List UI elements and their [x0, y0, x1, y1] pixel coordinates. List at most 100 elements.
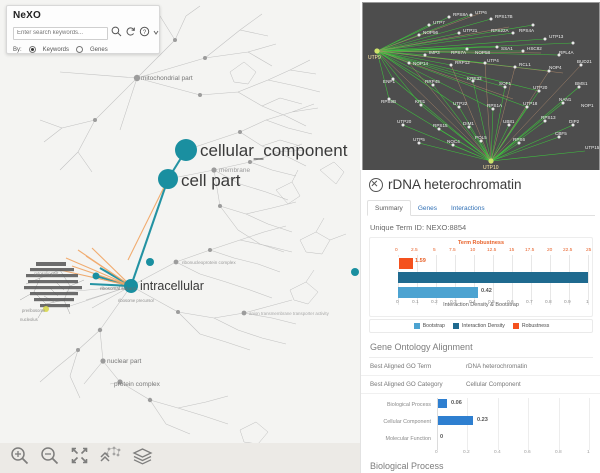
node-label-preribosome: preribosome: [22, 308, 46, 313]
chart1-bottom-axis-title: Interaction Density & Bootstrap: [443, 302, 519, 308]
gene-label: POL5: [475, 135, 487, 140]
search-icon[interactable]: [111, 24, 122, 42]
node-cell-part[interactable]: [158, 169, 178, 189]
table-row: Best Aligned GO Category Cellular Compon…: [361, 376, 600, 394]
collapse-network-icon[interactable]: [100, 446, 121, 470]
gene-label: NOP14: [413, 61, 429, 66]
chart1-top-tick: 17.5: [525, 248, 535, 253]
chart1-top-tick: 0: [395, 248, 398, 253]
row-value: rDNA heterochromatin: [466, 363, 528, 370]
gene-label: NOC4: [447, 139, 460, 144]
radio-keywords-label: Keywords: [42, 46, 70, 53]
gene-label: RPS4A: [519, 28, 535, 33]
gene-label: ENP1: [383, 79, 395, 84]
gene-label: DIM1: [463, 121, 474, 126]
term-robustness-chart: Term Robustness 0 2.5 5 7.5 10 12.5 15 1…: [369, 237, 593, 317]
node-intracellular[interactable]: [124, 279, 138, 293]
gene-hub-utp9[interactable]: [374, 48, 380, 54]
legend-label-robustness: Robustness: [521, 323, 550, 329]
gene-label: UTP22: [453, 101, 468, 106]
legend-item-interaction-density[interactable]: Interaction Density: [451, 322, 505, 330]
legend-swatch-bootstrap: [412, 322, 421, 330]
chart1-top-tick: 20: [547, 248, 553, 253]
gene-label: IMP3: [429, 50, 440, 55]
search-row: ?: [13, 24, 159, 42]
chart1-top-tick: 10: [470, 248, 476, 253]
bar-interaction-density[interactable]: [398, 272, 588, 283]
tab-interactions[interactable]: Interactions: [450, 205, 485, 212]
gene-label: RPS15: [433, 123, 448, 128]
chart1-bottom-tick: 0: [396, 300, 399, 305]
gene-label-hub-utp10: UTP10: [483, 165, 499, 171]
gene-label: RPL4A: [559, 50, 574, 55]
help-icon[interactable]: ?: [139, 24, 150, 42]
gene-network-graph[interactable]: UTP9 UTP10 RPS8A UTP7 UTP6 RPS17B NOP56 …: [363, 3, 599, 171]
term-detail-panel: rDNA heterochromatin Summary Genes Inter…: [360, 170, 600, 473]
chart2-xtick: 1: [587, 450, 590, 455]
zoom-in-icon[interactable]: [10, 446, 29, 470]
chart1-bottom-tick: 0.2: [431, 300, 438, 305]
search-input[interactable]: [13, 26, 108, 40]
node-label-ribosome-precursor: ribosome precursor: [118, 298, 155, 303]
chart1-top-tick: 25: [586, 248, 592, 253]
gene-label: UTP20: [397, 119, 412, 124]
gene-label: SOF1: [499, 81, 511, 86]
node-label-cytosolic-part: cytosolic part: [34, 271, 59, 276]
bar-bootstrap[interactable]: [398, 287, 478, 298]
refresh-icon[interactable]: [125, 24, 136, 42]
gene-interaction-network[interactable]: UTP9 UTP10 RPS8A UTP7 UTP6 RPS17B NOP56 …: [362, 2, 600, 172]
gene-label: UTP6: [475, 10, 487, 15]
node-cellular-component[interactable]: [175, 139, 197, 161]
radio-genes[interactable]: [76, 46, 84, 53]
close-circle-icon[interactable]: [369, 177, 383, 192]
gene-label: NAN1: [559, 97, 572, 102]
tab-genes[interactable]: Genes: [417, 205, 437, 212]
chart1-top-tick: 12.5: [487, 248, 497, 253]
chart1-bottom-tick: 0.3: [450, 300, 457, 305]
gene-label: RPS13: [541, 115, 556, 120]
radio-genes-label: Genes: [90, 46, 108, 53]
zoom-out-icon[interactable]: [40, 446, 59, 470]
search-by-row: By: Keywords Genes: [13, 46, 159, 53]
gene-label: RPS7A: [451, 50, 467, 55]
node-ribonucleoprotein-complex[interactable]: [146, 258, 154, 266]
chart1-bottom-tick: 0.8: [545, 300, 552, 305]
legend-swatch-interaction-density: [451, 322, 460, 330]
node-label-anion-transporter: anion transmembrane transporter activity: [249, 311, 330, 316]
node-ribosomal-subunit[interactable]: [92, 272, 100, 280]
legend-item-bootstrap[interactable]: Bootstrap: [412, 322, 445, 330]
tab-summary[interactable]: Summary: [367, 200, 411, 216]
node-label-intracellular: intracellular: [140, 279, 204, 293]
gene-label: KRI1: [415, 99, 426, 104]
chart1-legend: Bootstrap Interaction Density Robustness: [369, 319, 593, 333]
radio-keywords[interactable]: [28, 46, 36, 53]
row-key: Best Aligned GO Category: [370, 381, 443, 388]
node-label-ribonucleoprotein-complex: ribonucleoprotein complex: [182, 260, 236, 265]
gene-label: RPS17B: [495, 14, 513, 19]
node-label-nuclear-part: nuclear part: [107, 358, 142, 365]
bar-biological-process[interactable]: [438, 399, 447, 408]
bar-robustness[interactable]: [398, 257, 414, 270]
gene-label: RPS9B: [381, 99, 396, 104]
gene-label: NOP4: [549, 65, 562, 70]
gene-hub-utp10[interactable]: [488, 158, 494, 164]
chart2-category-label: Biological Process: [386, 402, 431, 408]
chart2-xtick: 0.8: [555, 450, 562, 455]
layers-icon[interactable]: [132, 446, 153, 470]
gene-label: UTP13: [549, 34, 564, 39]
gene-label: UTP5: [413, 137, 425, 142]
divider: [369, 357, 593, 358]
node-label-membrane: membrane: [219, 167, 250, 174]
gene-label-hub-utp9: UTP9: [368, 55, 381, 61]
gene-label: RPS22A: [491, 28, 510, 33]
bar-cellular-component[interactable]: [438, 416, 473, 425]
ontology-tree-graph[interactable]: cellular_component cell part intracellul…: [0, 0, 360, 473]
legend-item-robustness[interactable]: Robustness: [511, 322, 550, 330]
node-label-protein-complex: protein complex: [114, 381, 161, 388]
fit-to-screen-icon[interactable]: [70, 446, 89, 470]
chart2-xtick: 0.6: [524, 450, 531, 455]
ontology-tree-view[interactable]: cellular_component cell part intracellul…: [0, 0, 360, 473]
gene-label: KRE33: [467, 76, 482, 81]
chevron-down-icon[interactable]: [153, 24, 159, 42]
